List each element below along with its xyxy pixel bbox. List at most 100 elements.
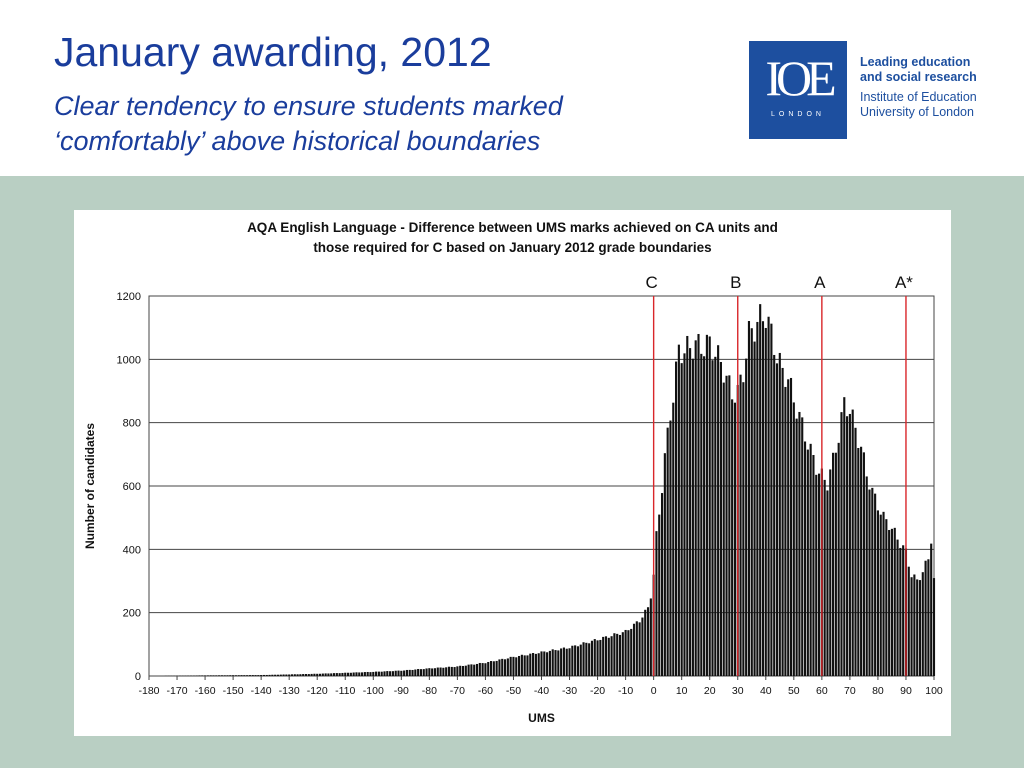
histogram-bar — [389, 671, 392, 676]
y-tick-label: 200 — [123, 608, 141, 620]
histogram-bar — [812, 455, 815, 676]
histogram-bar — [604, 636, 608, 676]
histogram-bar — [529, 653, 532, 676]
histogram-bar — [680, 363, 683, 676]
histogram-bar — [537, 653, 540, 676]
histogram-bar — [327, 673, 330, 676]
histogram-bar — [419, 669, 423, 676]
histogram-bar — [792, 402, 795, 676]
histogram-bar — [932, 578, 936, 676]
histogram-bar — [806, 449, 809, 676]
histogram-bar — [338, 673, 341, 676]
histogram-bar — [260, 675, 263, 676]
histogram-bar — [798, 411, 801, 676]
histogram-bar — [540, 651, 543, 676]
histogram-bar — [332, 673, 336, 676]
histogram-bar — [330, 673, 333, 676]
histogram-bar — [924, 560, 927, 676]
slide-title: January awarding, 2012 — [54, 29, 492, 75]
histogram-bar — [638, 622, 641, 676]
histogram-bar — [568, 648, 571, 676]
histogram-bar — [341, 672, 344, 676]
x-tick-label: -70 — [450, 685, 465, 697]
x-tick-label: -20 — [590, 685, 605, 697]
histogram-bar — [579, 644, 582, 676]
histogram-bar — [456, 666, 459, 676]
histogram-bar — [857, 447, 860, 676]
histogram-bar — [630, 628, 633, 676]
histogram-bar — [829, 469, 832, 676]
histogram-bar — [279, 674, 282, 676]
histogram-bar — [346, 672, 350, 676]
histogram-bar — [431, 668, 434, 676]
histogram-bar — [506, 658, 509, 676]
x-tick-label: -90 — [394, 685, 409, 697]
histogram-bar — [433, 668, 437, 676]
histogram-bar — [588, 643, 591, 676]
histogram-bar — [599, 639, 602, 676]
histogram-bar — [243, 675, 246, 676]
histogram-bar — [335, 673, 338, 676]
histogram-bar — [823, 479, 826, 676]
histogram-bar — [854, 427, 857, 676]
histogram-bar — [596, 640, 599, 676]
histogram-bar — [557, 650, 560, 676]
histogram-bar — [649, 598, 652, 676]
histogram-bar — [843, 397, 846, 676]
histogram-bar — [417, 669, 420, 676]
histogram-bar — [705, 334, 708, 676]
histogram-bar — [888, 530, 891, 676]
histogram-bar — [288, 674, 291, 676]
histogram-bar — [422, 669, 425, 676]
histogram-bar — [868, 489, 871, 676]
logo-line-1: Leading education — [860, 55, 971, 69]
histogram-bar — [893, 527, 896, 676]
histogram-bar — [778, 352, 781, 676]
histogram-bar — [251, 675, 254, 676]
histogram-bar — [691, 358, 694, 676]
x-tick-label: 90 — [900, 685, 912, 697]
histogram-bar — [304, 674, 308, 676]
histogram-bar — [377, 671, 380, 676]
histogram-bar — [722, 382, 725, 676]
histogram-bar — [882, 511, 885, 676]
histogram-bar — [582, 642, 585, 676]
histogram-bar — [815, 474, 818, 676]
histogram-bar — [764, 327, 767, 676]
x-tick-label: 30 — [732, 685, 744, 697]
histogram-bar — [554, 650, 557, 676]
histogram-bar — [467, 664, 470, 676]
histogram-bar — [254, 675, 257, 676]
histogram-bar — [896, 539, 899, 676]
histogram-bar — [773, 354, 776, 676]
histogram-bar — [262, 674, 266, 676]
histogram-bar — [324, 673, 327, 676]
histogram-bar — [927, 559, 930, 676]
histogram-bar — [355, 672, 358, 676]
histogram-bar — [276, 674, 280, 676]
histogram-bar — [585, 642, 588, 676]
histogram-bar — [602, 636, 605, 676]
histogram-bar — [728, 375, 731, 676]
histogram-bar — [565, 648, 568, 676]
y-tick-label: 600 — [123, 481, 141, 493]
histogram-bar — [703, 356, 706, 676]
x-tick-label: -30 — [562, 685, 577, 697]
histogram-bar — [265, 674, 268, 676]
boundary-label: B — [730, 273, 741, 292]
x-tick-label: 40 — [760, 685, 772, 697]
histogram-bar — [899, 547, 902, 676]
histogram-bar — [890, 528, 894, 676]
histogram-bar — [677, 344, 680, 676]
histogram-bar — [445, 667, 448, 676]
x-tick-label: -60 — [478, 685, 493, 697]
histogram-bar — [212, 675, 215, 676]
y-tick-label: 0 — [135, 671, 141, 683]
histogram-bar — [767, 316, 770, 676]
histogram-bar — [534, 653, 537, 676]
histogram-bar — [428, 668, 431, 676]
histogram-bar — [492, 661, 495, 676]
histogram-bar — [708, 336, 711, 676]
histogram-bar — [801, 417, 804, 676]
histogram-bar — [632, 623, 636, 676]
